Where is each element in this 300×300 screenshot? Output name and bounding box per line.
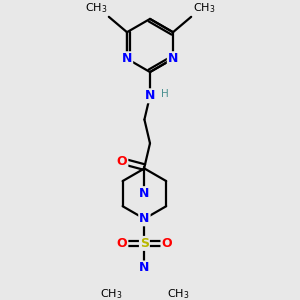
Text: S: S [140,237,149,250]
Text: N: N [139,262,150,275]
Text: N: N [122,52,132,65]
Text: CH$_3$: CH$_3$ [100,288,122,300]
Text: CH$_3$: CH$_3$ [85,2,107,15]
Text: O: O [117,155,128,168]
Text: N: N [168,52,178,65]
Text: O: O [161,237,172,250]
Text: O: O [117,237,128,250]
Text: N: N [139,212,150,225]
Text: CH$_3$: CH$_3$ [167,288,189,300]
Text: N: N [139,187,150,200]
Text: N: N [145,89,155,102]
Text: CH$_3$: CH$_3$ [193,2,215,15]
Text: H: H [160,88,168,99]
